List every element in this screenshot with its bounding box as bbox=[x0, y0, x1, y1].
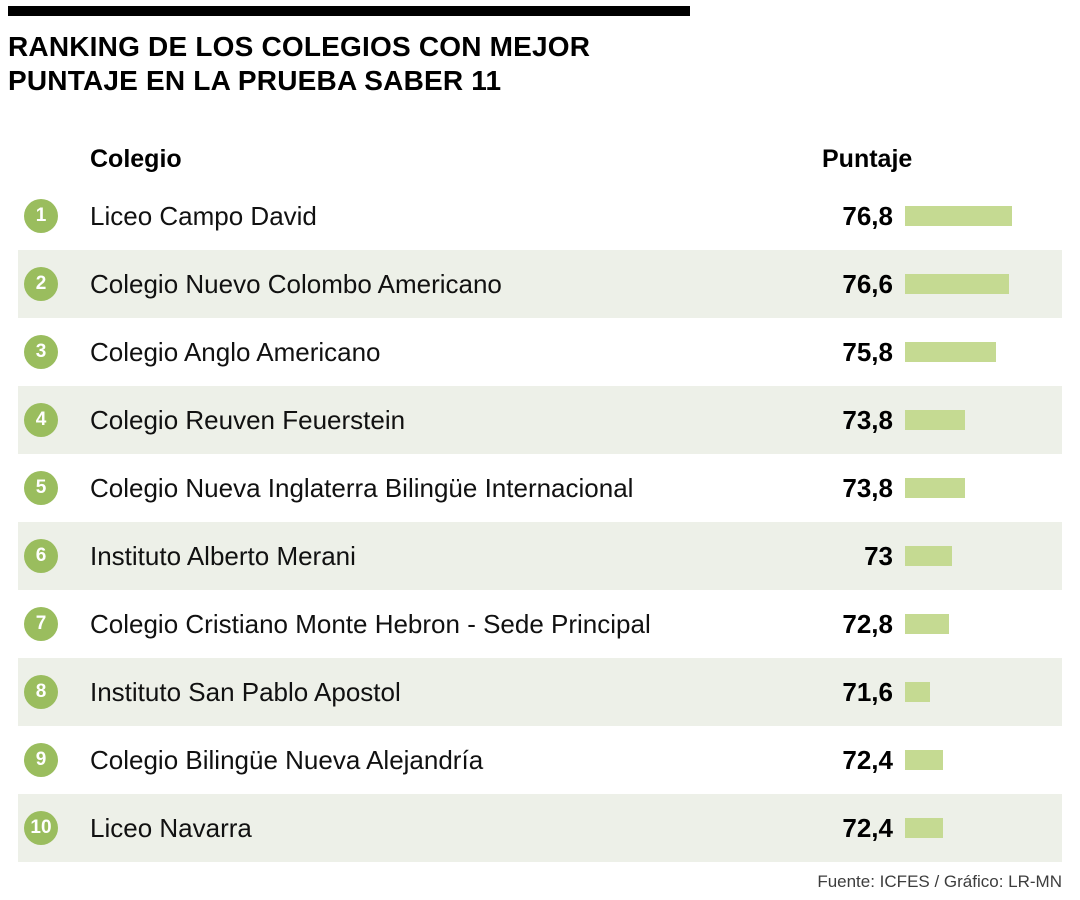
score-value: 76,8 bbox=[842, 200, 893, 231]
rank-badge: 6 bbox=[24, 539, 58, 573]
score-value: 72,8 bbox=[842, 608, 893, 639]
rank-badge: 3 bbox=[24, 335, 58, 369]
table-row: 7 Colegio Cristiano Monte Hebron - Sede … bbox=[18, 590, 1062, 658]
column-header-score: Puntaje bbox=[822, 145, 913, 173]
score-bar-track bbox=[905, 546, 1056, 566]
score-bar bbox=[905, 410, 965, 430]
score-value: 71,6 bbox=[842, 676, 893, 707]
source-credit: Fuente: ICFES / Gráfico: LR-MN bbox=[817, 872, 1062, 891]
table-row: 6 Instituto Alberto Merani 73 bbox=[18, 522, 1062, 590]
school-name: Colegio Anglo Americano bbox=[90, 336, 381, 367]
table-row: 8 Instituto San Pablo Apostol 71,6 bbox=[18, 658, 1062, 726]
score-bar bbox=[905, 750, 943, 770]
score-bar-track bbox=[905, 206, 1056, 226]
page-title-line1: RANKING DE LOS COLEGIOS CON MEJOR bbox=[8, 31, 591, 62]
score-value: 76,6 bbox=[842, 268, 893, 299]
score-bar-track bbox=[905, 682, 1056, 702]
score-bar bbox=[905, 206, 1012, 226]
score-bar bbox=[905, 614, 949, 634]
table-row: 1 Liceo Campo David 76,8 bbox=[18, 182, 1062, 250]
table-row: 4 Colegio Reuven Feuerstein 73,8 bbox=[18, 386, 1062, 454]
rank-badge: 2 bbox=[24, 267, 58, 301]
school-name: Colegio Nueva Inglaterra Bilingüe Intern… bbox=[90, 472, 634, 503]
rank-badge: 9 bbox=[24, 743, 58, 777]
school-name: Liceo Navarra bbox=[90, 812, 252, 843]
score-bar bbox=[905, 342, 996, 362]
rank-badge: 4 bbox=[24, 403, 58, 437]
school-name: Instituto Alberto Merani bbox=[90, 540, 356, 571]
score-value: 73 bbox=[864, 540, 893, 571]
rank-badge: 1 bbox=[24, 199, 58, 233]
score-bar-track bbox=[905, 342, 1056, 362]
school-name: Colegio Bilingüe Nueva Alejandría bbox=[90, 744, 484, 775]
school-name: Instituto San Pablo Apostol bbox=[90, 676, 401, 707]
ranking-rows: 1 Liceo Campo David 76,8 2 Colegio Nuevo… bbox=[0, 182, 1080, 862]
table-row: 5 Colegio Nueva Inglaterra Bilingüe Inte… bbox=[18, 454, 1062, 522]
score-value: 72,4 bbox=[842, 744, 893, 775]
rank-badge: 10 bbox=[24, 811, 58, 845]
score-bar-track bbox=[905, 750, 1056, 770]
score-value: 73,8 bbox=[842, 472, 893, 503]
column-header-school: Colegio bbox=[90, 145, 182, 173]
column-headers: Colegio Puntaje bbox=[18, 138, 1062, 174]
score-bar bbox=[905, 546, 952, 566]
page-title: RANKING DE LOS COLEGIOS CON MEJOR PUNTAJ… bbox=[8, 30, 1080, 98]
table-row: 10 Liceo Navarra 72,4 bbox=[18, 794, 1062, 862]
rank-badge: 5 bbox=[24, 471, 58, 505]
school-name: Liceo Campo David bbox=[90, 200, 317, 231]
rank-badge: 8 bbox=[24, 675, 58, 709]
score-bar-track bbox=[905, 818, 1056, 838]
table-row: 9 Colegio Bilingüe Nueva Alejandría 72,4 bbox=[18, 726, 1062, 794]
score-bar-track bbox=[905, 410, 1056, 430]
school-name: Colegio Nuevo Colombo Americano bbox=[90, 268, 502, 299]
school-name: Colegio Reuven Feuerstein bbox=[90, 404, 406, 435]
score-bar bbox=[905, 274, 1009, 294]
table-row: 3 Colegio Anglo Americano 75,8 bbox=[18, 318, 1062, 386]
score-bar-track bbox=[905, 478, 1056, 498]
score-bar bbox=[905, 818, 943, 838]
score-value: 72,4 bbox=[842, 812, 893, 843]
score-bar bbox=[905, 478, 965, 498]
top-rule bbox=[8, 6, 690, 16]
page-title-line2: PUNTAJE EN LA PRUEBA SABER 11 bbox=[8, 65, 502, 96]
score-value: 75,8 bbox=[842, 336, 893, 367]
score-bar bbox=[905, 682, 930, 702]
table-row: 2 Colegio Nuevo Colombo Americano 76,6 bbox=[18, 250, 1062, 318]
rank-badge: 7 bbox=[24, 607, 58, 641]
score-value: 73,8 bbox=[842, 404, 893, 435]
score-bar-track bbox=[905, 274, 1056, 294]
score-bar-track bbox=[905, 614, 1056, 634]
school-name: Colegio Cristiano Monte Hebron - Sede Pr… bbox=[90, 608, 651, 639]
